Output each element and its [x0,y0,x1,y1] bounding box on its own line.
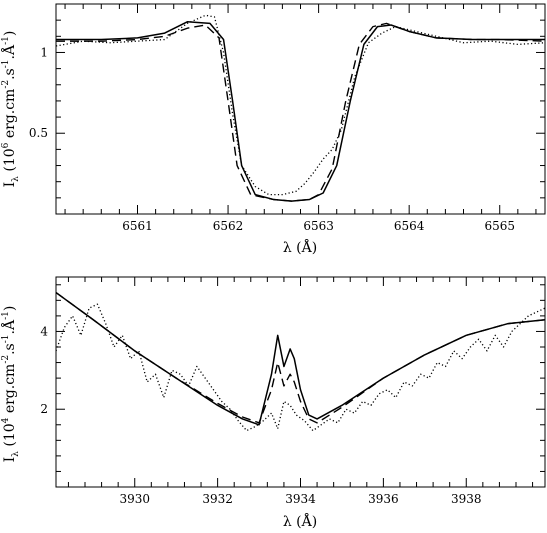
x-tick-label: 6565 [484,219,515,233]
ca-ii-k-panel: 3930 3932 3934 3936 3938 2 4 λ (Å) Iλ (104 erg… [0,276,546,530]
y-axis-label: Iλ (106 erg.cm-2.s-1.Å-1) [0,31,21,188]
svg-text:Iλ (106 erg.cm-2.s-1.Å-1): Iλ (106 erg.cm-2.s-1.Å-1) [0,31,21,188]
y-tick-label: 2 [40,402,48,416]
dashed-series-line [55,291,546,424]
x-axis-label: λ (Å) [283,512,317,530]
x-tick-label: 6561 [122,219,153,233]
h-alpha-panel: 6561 6562 6563 6564 6565 0.5 1 λ (Å) Iλ (106 e… [0,3,546,256]
x-tick-label: 3936 [368,492,399,506]
dotted-series-line [55,303,546,432]
x-axis-label: λ (Å) [283,238,317,256]
dashed-series-line [56,22,546,202]
dotted-series-line [55,14,546,196]
y-axis-label: Iλ (104 erg.cm-2.s-1.Å-1) [0,306,21,463]
y-tick-label: 0.5 [29,126,48,140]
solid-series-line [55,291,546,426]
x-tick-label: 6563 [303,219,334,233]
svg-text:Iλ (104 erg.cm-2.s-1.Å-1): Iλ (104 erg.cm-2.s-1.Å-1) [0,306,21,463]
x-tick-label: 3930 [119,492,150,506]
x-tick-label: 6562 [213,219,244,233]
x-tick-label: 6564 [394,219,425,233]
plot-frame [55,276,546,488]
x-tick-label: 3932 [202,492,233,506]
x-tick-label: 3938 [451,492,482,506]
y-tick-label: 4 [40,324,48,338]
solid-series-line [56,21,545,202]
plot-frame [55,3,546,215]
y-tick-label: 1 [40,45,48,59]
x-tick-label: 3934 [285,492,316,506]
